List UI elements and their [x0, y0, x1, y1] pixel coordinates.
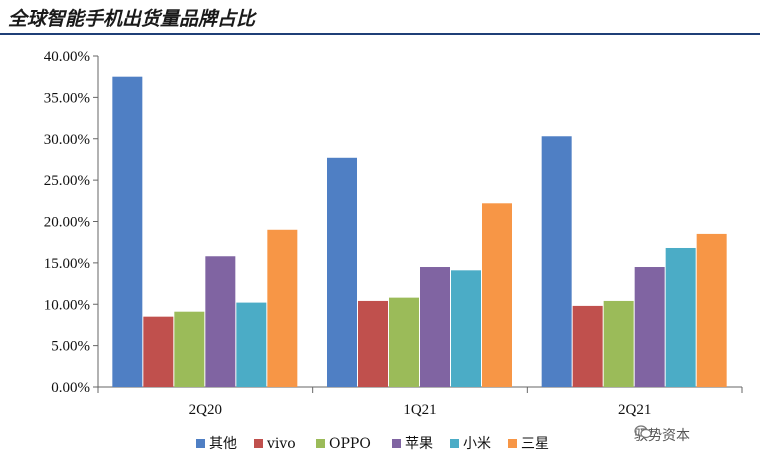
watermark: 驭势资本 — [634, 425, 690, 445]
bar — [420, 267, 450, 387]
bar — [482, 203, 512, 387]
y-tick-label: 30.00% — [44, 132, 90, 148]
bar — [572, 305, 603, 387]
x-category-label: 2Q21 — [618, 402, 651, 418]
bars — [112, 76, 727, 387]
bar — [665, 247, 696, 387]
y-tick-label: 5.00% — [51, 339, 90, 355]
chart-title: 全球智能手机出货量品牌占比 — [8, 8, 256, 30]
bar — [267, 229, 298, 387]
legend-swatch — [316, 439, 325, 448]
y-tick-label: 0.00% — [51, 380, 90, 396]
bar — [696, 233, 727, 387]
axes: 0.00% 5.00% 10.00% 15.00% 20.00% 25.00% 30.00%… — [44, 49, 743, 418]
y-tick-label: 25.00% — [44, 173, 90, 189]
y-tick-label: 10.00% — [44, 297, 90, 313]
legend-label: 苹果 — [405, 436, 433, 452]
bar — [603, 300, 634, 387]
legend-label: OPPO — [329, 436, 371, 452]
legend-label: 小米 — [463, 436, 491, 452]
x-category-label: 1Q21 — [403, 402, 436, 418]
x-category-label: 2Q20 — [189, 402, 222, 418]
y-tick-label: 15.00% — [44, 256, 90, 272]
bar — [634, 267, 665, 387]
bar — [174, 311, 205, 387]
bar — [451, 270, 481, 387]
bar — [358, 300, 388, 387]
legend-label: 其他 — [209, 436, 237, 452]
legend-swatch — [254, 439, 263, 448]
legend-swatch — [196, 439, 205, 448]
bar — [143, 316, 174, 387]
bar — [541, 136, 572, 387]
y-tick-label: 20.00% — [44, 215, 90, 231]
y-tick-label: 40.00% — [44, 49, 90, 65]
bar — [327, 157, 357, 387]
legend-label: 三星 — [521, 436, 549, 452]
wechat-icon — [634, 425, 652, 439]
legend-swatch — [450, 439, 459, 448]
bar — [236, 302, 267, 387]
bar — [205, 256, 236, 387]
y-tick-label: 35.00% — [44, 90, 90, 106]
bar — [112, 76, 143, 387]
bar — [389, 297, 419, 387]
legend: 其他 vivo OPPO 苹果 小米 三星 — [196, 436, 549, 452]
legend-swatch — [392, 439, 401, 448]
legend-label: vivo — [266, 436, 296, 452]
title-rule — [0, 33, 760, 35]
legend-swatch — [508, 439, 517, 448]
